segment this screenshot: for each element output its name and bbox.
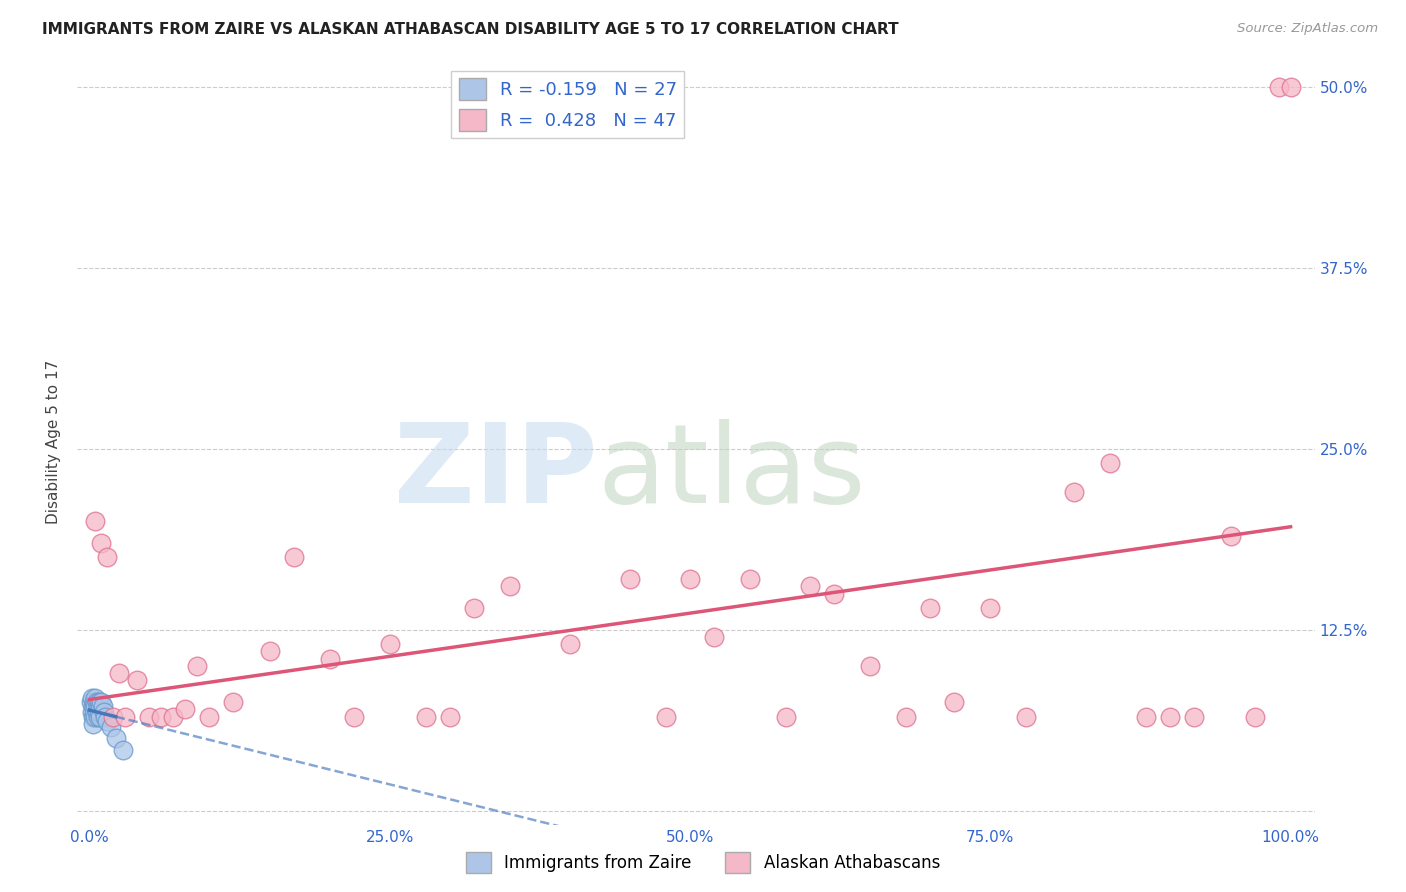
Point [198, 709, 221, 723]
Point [84, 699, 107, 714]
Point [83, 705, 105, 719]
Point [558, 637, 581, 651]
Point [86, 705, 108, 719]
Point [162, 709, 184, 723]
Point [100, 720, 122, 734]
Point [1267, 79, 1289, 94]
Point [80, 690, 103, 705]
Point [1099, 456, 1122, 470]
Point [82, 699, 104, 714]
Text: atlas: atlas [598, 418, 866, 525]
Point [703, 630, 725, 644]
Point [499, 579, 522, 593]
Point [378, 637, 401, 651]
Point [82, 709, 104, 723]
Point [84, 690, 107, 705]
Point [86, 695, 108, 709]
Point [111, 743, 134, 757]
Legend: R = -0.159   N = 27, R =  0.428   N = 47: R = -0.159 N = 27, R = 0.428 N = 47 [451, 70, 685, 138]
Point [87, 695, 110, 709]
Point [79, 695, 101, 709]
Point [91, 699, 114, 714]
Point [87, 699, 110, 714]
Point [823, 586, 845, 600]
Point [1159, 709, 1181, 723]
Point [84, 514, 107, 528]
Point [343, 709, 366, 723]
Point [174, 702, 197, 716]
Point [679, 572, 702, 586]
Point [283, 550, 305, 565]
Point [655, 709, 678, 723]
Point [87, 709, 110, 723]
Point [1015, 709, 1038, 723]
Point [1184, 709, 1206, 723]
Legend: Immigrants from Zaire, Alaskan Athabascans: Immigrants from Zaire, Alaskan Athabasca… [460, 846, 946, 880]
Point [127, 673, 149, 688]
Point [90, 536, 112, 550]
Point [979, 601, 1001, 615]
Point [90, 695, 112, 709]
Point [94, 709, 117, 723]
Point [96, 714, 118, 728]
Point [186, 659, 208, 673]
Point [82, 716, 104, 731]
Point [1219, 528, 1241, 542]
Point [150, 709, 173, 723]
Point [259, 644, 281, 658]
Point [859, 659, 882, 673]
Point [89, 709, 111, 723]
Point [222, 695, 245, 709]
Point [1063, 485, 1085, 500]
Point [114, 709, 136, 723]
Point [1279, 79, 1302, 94]
Point [943, 695, 966, 709]
Text: IMMIGRANTS FROM ZAIRE VS ALASKAN ATHABASCAN DISABILITY AGE 5 TO 17 CORRELATION C: IMMIGRANTS FROM ZAIRE VS ALASKAN ATHABAS… [42, 22, 898, 37]
Point [1243, 709, 1265, 723]
Point [619, 572, 641, 586]
Point [775, 709, 797, 723]
Text: Source: ZipAtlas.com: Source: ZipAtlas.com [1237, 22, 1378, 36]
Point [108, 666, 131, 681]
Point [439, 709, 461, 723]
Point [415, 709, 437, 723]
Point [87, 705, 110, 719]
Point [138, 709, 160, 723]
Point [920, 601, 942, 615]
Point [80, 705, 103, 719]
Point [89, 699, 111, 714]
Y-axis label: Disability Age 5 to 17: Disability Age 5 to 17 [46, 359, 62, 524]
Point [896, 709, 918, 723]
Point [104, 731, 127, 746]
Point [1135, 709, 1157, 723]
Point [93, 705, 115, 719]
Point [84, 709, 107, 723]
Point [318, 651, 340, 665]
Point [83, 695, 105, 709]
Text: ZIP: ZIP [394, 418, 598, 525]
Point [103, 709, 125, 723]
Point [463, 601, 485, 615]
Point [96, 550, 118, 565]
Point [799, 579, 821, 593]
Point [738, 572, 761, 586]
